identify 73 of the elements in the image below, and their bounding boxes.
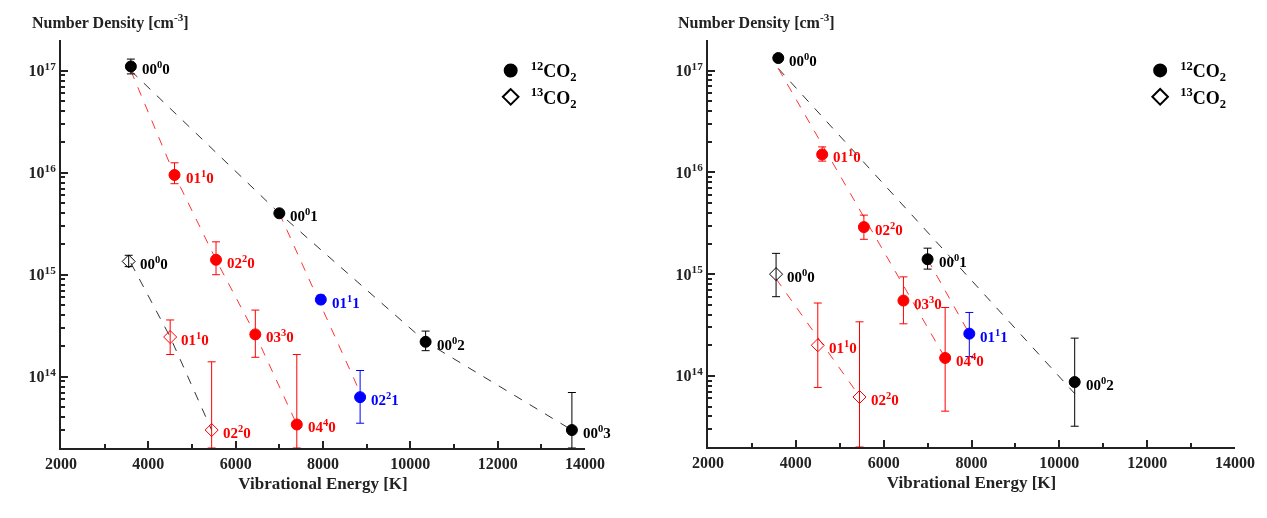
data-label: 00$^{0}$0: [142, 59, 170, 78]
data-label: 00$^{0}$0: [787, 267, 815, 286]
data-label: 01$^{1}$0: [829, 338, 857, 357]
point: [419, 335, 432, 348]
point: [249, 328, 262, 341]
data-label: 01$^{1}$0: [833, 147, 861, 166]
x-tick-label: 4000: [132, 455, 165, 473]
point: [772, 52, 785, 65]
data-label: 01$^{1}$1: [980, 327, 1008, 346]
x-tick-label: 8000: [955, 454, 988, 472]
point: [168, 168, 181, 181]
data-label: 04$^{4}$0: [956, 351, 984, 370]
point: [897, 294, 910, 307]
x-tick-label: 10000: [1039, 454, 1080, 472]
point: [565, 424, 578, 437]
point: [921, 253, 934, 266]
data-label: 03$^{3}$0: [914, 294, 942, 313]
x-tick-label: 2000: [45, 455, 77, 473]
data-label: 02$^{2}$1: [371, 390, 399, 409]
x-tick-label: 6000: [219, 455, 252, 473]
data-label: 01$^{1}$0: [181, 330, 209, 349]
x-axis-title: Vibrational Energy [K]: [886, 473, 1057, 493]
x-tick-label: 14000: [1215, 454, 1255, 472]
point: [273, 207, 286, 220]
x-tick-label: 12000: [1127, 454, 1168, 472]
x-tick-label: 4000: [779, 454, 812, 472]
legend-label: $^{12}$CO$_{2}$: [1180, 58, 1227, 85]
point: [857, 221, 870, 234]
data-label: 04$^{4}$0: [308, 417, 336, 436]
y-tick-label: 10$^{17}$: [675, 59, 704, 80]
y-axis-title: Number Density [cm$^{-3}$]: [678, 11, 835, 32]
data-label: 02$^{2}$0: [223, 423, 251, 442]
x-tick-label: 14000: [565, 455, 605, 473]
x-tick-label: 6000: [867, 454, 900, 472]
y-tick-label: 10$^{16}$: [675, 161, 704, 181]
point: [769, 267, 784, 282]
y-tick-label: 10$^{14}$: [675, 364, 704, 385]
legend-label: $^{13}$CO$_{2}$: [530, 85, 577, 111]
data-label: 00$^{0}$2: [1086, 375, 1114, 394]
y-tick-label: 10$^{17}$: [28, 59, 57, 80]
y-tick-label: 10$^{16}$: [28, 161, 57, 182]
data-label: 00$^{0}$1: [290, 206, 318, 225]
x-tick-label: 12000: [477, 455, 518, 473]
data-label: 00$^{0}$3: [583, 423, 611, 442]
point: [290, 418, 303, 431]
data-label: 02$^{2}$0: [227, 253, 255, 272]
data-label: 01$^{1}$1: [332, 293, 360, 312]
x-tick-label: 10000: [390, 455, 431, 473]
data-label: 00$^{0}$0: [140, 254, 168, 273]
y-tick-label: 10$^{15}$: [675, 263, 704, 283]
data-label: 02$^{2}$0: [871, 390, 899, 409]
point: [163, 330, 178, 345]
data-label: 00$^{0}$2: [437, 335, 465, 354]
data-label: 00$^{0}$1: [939, 252, 967, 271]
y-tick-label: 10$^{14}$: [28, 365, 57, 386]
x-tick-label: 2000: [692, 454, 724, 472]
data-label: 01$^{1}$0: [186, 168, 214, 187]
data-label: 02$^{2}$0: [875, 220, 903, 239]
y-tick-label: 10$^{15}$: [28, 263, 57, 284]
point: [939, 351, 952, 364]
data-label: 00$^{0}$0: [789, 51, 817, 70]
legend-label: $^{13}$CO$_{2}$: [1180, 85, 1227, 111]
x-tick-label: 8000: [307, 455, 339, 473]
data-label: 03$^{3}$0: [266, 327, 294, 346]
point: [204, 423, 219, 438]
legend-label: $^{12}$CO$_{2}$: [530, 58, 577, 85]
point: [1068, 376, 1081, 389]
point: [210, 253, 223, 266]
x-axis-title: Vibrational Energy [K]: [238, 474, 408, 494]
y-axis-title: Number Density [cm$^{-3}$]: [32, 11, 189, 32]
point: [810, 338, 825, 353]
point: [963, 327, 976, 340]
point: [354, 391, 367, 404]
